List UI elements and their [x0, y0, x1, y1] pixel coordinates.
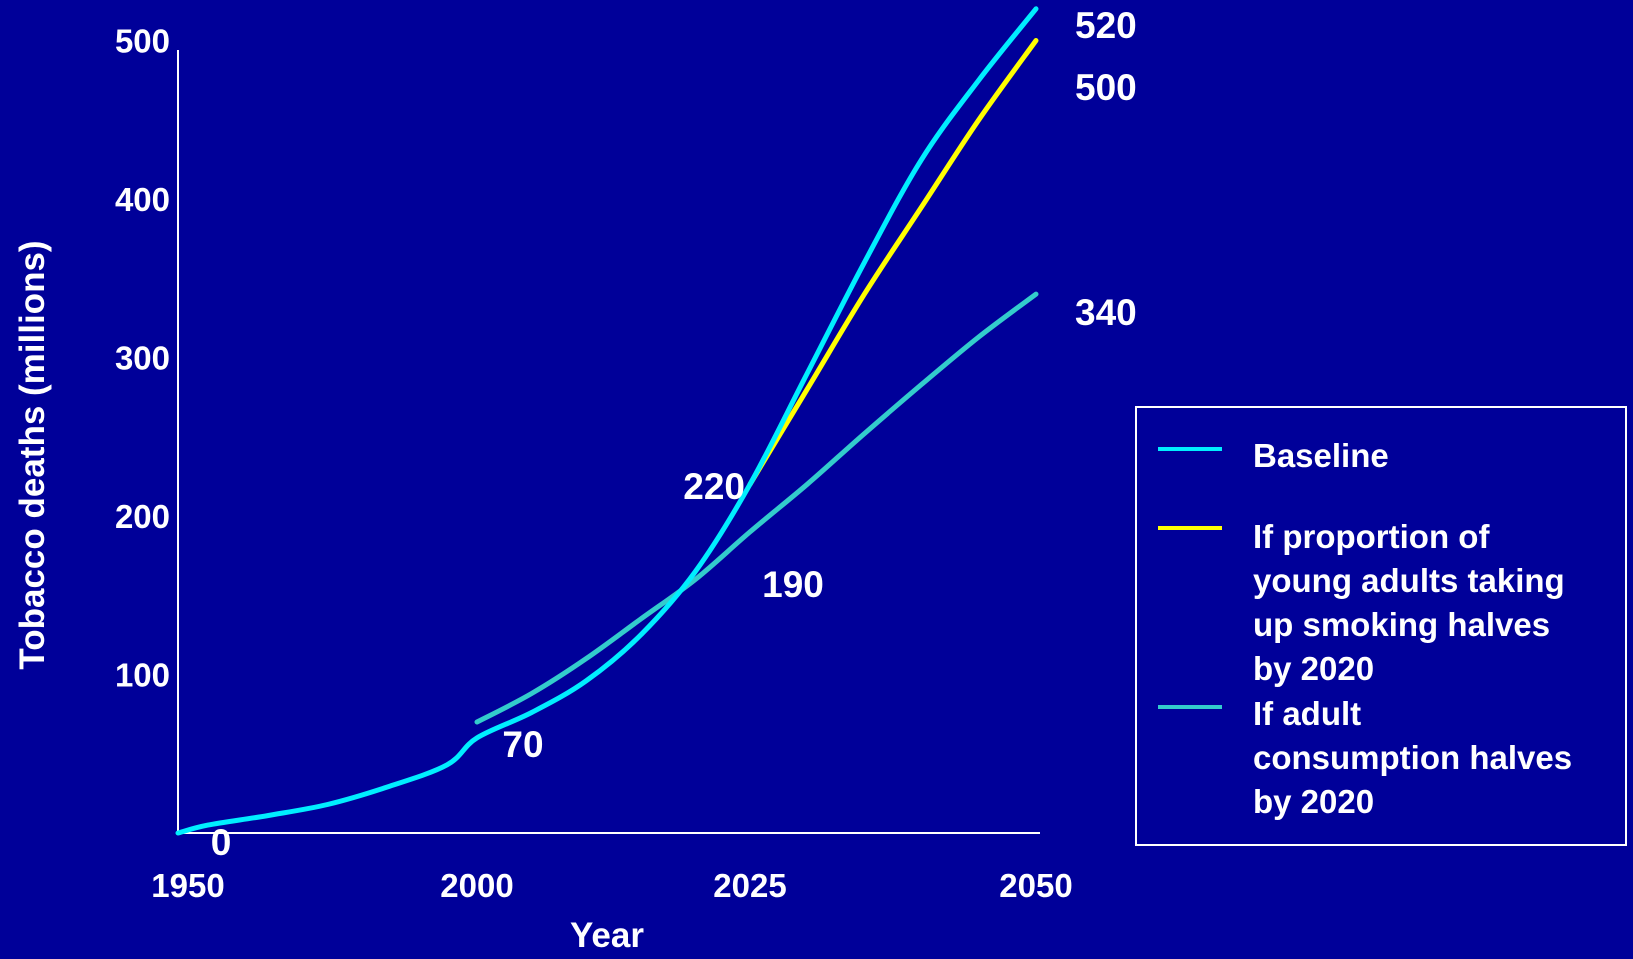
data-labels: 0 70 220 190 520 500 340 — [211, 5, 1137, 863]
legend-label: up smoking halves — [1253, 606, 1550, 643]
y-tick-label: 400 — [115, 181, 170, 218]
y-tick-label: 300 — [115, 340, 170, 377]
legend-box — [1135, 406, 1627, 846]
y-axis-title: Tobacco deaths (millions) — [13, 240, 52, 669]
x-tick-label: 2050 — [999, 867, 1072, 904]
y-tick-labels: 100 200 300 400 500 — [115, 23, 170, 694]
data-label: 340 — [1075, 292, 1137, 333]
x-tick-label: 2025 — [713, 867, 786, 904]
axes — [177, 50, 1040, 834]
legend: Baseline If proportion of young adults tak… — [1135, 406, 1627, 846]
legend-label: by 2020 — [1253, 650, 1374, 687]
x-tick-label: 2000 — [440, 867, 513, 904]
y-tick-label: 100 — [115, 657, 170, 694]
series-lines — [175, 6, 1039, 836]
series-young-adults-line — [747, 38, 1039, 487]
series-baseline-line — [175, 6, 1039, 836]
series-adult-consumption-line — [474, 291, 1039, 725]
legend-label: If proportion of — [1253, 518, 1490, 555]
x-tick-label: 1950 — [151, 867, 224, 904]
data-label: 500 — [1075, 67, 1137, 108]
data-label: 520 — [1075, 5, 1137, 46]
data-label: 220 — [683, 466, 745, 507]
legend-label: If adult — [1253, 695, 1361, 732]
legend-label: by 2020 — [1253, 783, 1374, 820]
legend-label: Baseline — [1253, 437, 1389, 474]
legend-label: young adults taking — [1253, 562, 1565, 599]
y-tick-label: 200 — [115, 498, 170, 535]
data-label: 0 — [211, 822, 232, 863]
data-label: 70 — [502, 724, 543, 765]
legend-label: consumption halves — [1253, 739, 1572, 776]
data-label: 190 — [762, 564, 824, 605]
x-axis-title: Year — [570, 916, 644, 954]
x-tick-labels: 1950 2000 2025 2050 — [151, 867, 1072, 904]
y-tick-label: 500 — [115, 23, 170, 60]
